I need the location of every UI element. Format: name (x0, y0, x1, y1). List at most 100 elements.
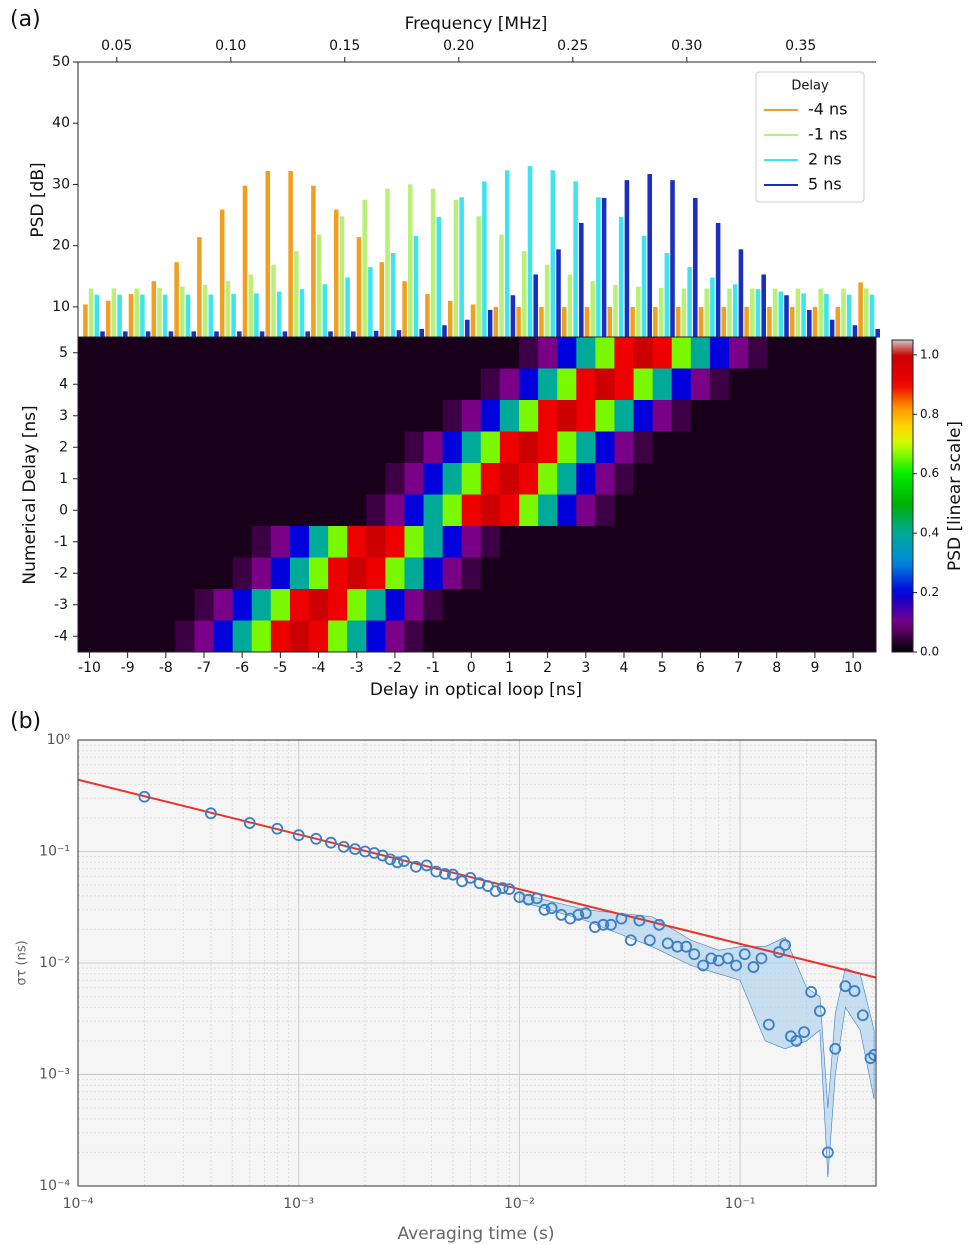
heatmap-cell (652, 557, 673, 590)
heatmap-cell (385, 431, 405, 464)
heatmap-cell (519, 494, 539, 527)
bar (482, 181, 487, 338)
data-point (572, 909, 585, 921)
data-point (790, 1035, 803, 1047)
heatmap-cell (538, 494, 558, 527)
heatmap-cell (499, 463, 520, 495)
heatmap-cell (862, 463, 876, 495)
x-tick-label: 0.20 (443, 38, 474, 54)
heatmap-cell (729, 494, 749, 527)
heatmap-cell (328, 526, 348, 558)
heatmap-cell (366, 620, 386, 652)
heatmap-cell (519, 526, 539, 558)
bar (732, 284, 738, 338)
heatmap-cell (328, 589, 348, 621)
heatmap-cell (805, 368, 825, 401)
heatmap-cell (557, 337, 577, 369)
bar (675, 306, 681, 338)
bar (351, 331, 356, 338)
y-tick-label: 10 (52, 299, 70, 315)
heatmap-cell (614, 368, 635, 401)
heatmap-cell (862, 337, 876, 369)
heatmap-cell (671, 337, 692, 369)
heatmap-cell (251, 368, 272, 401)
heatmap-cell (404, 463, 425, 495)
heatmap-cell (175, 589, 195, 621)
heatmap-cell (366, 589, 386, 621)
panel-label: (b) (10, 709, 41, 734)
heatmap-cell (538, 400, 558, 432)
heatmap-cell (557, 494, 577, 527)
bar (527, 166, 533, 338)
heatmap-cell (404, 620, 425, 652)
heatmap-cell (729, 337, 749, 369)
heatmap-cell (614, 431, 635, 464)
heatmap-cell (251, 557, 272, 590)
bar (465, 319, 470, 338)
y-tick-label: 40 (52, 115, 70, 131)
bar (436, 216, 442, 338)
bar (584, 306, 590, 338)
y-tick-label: 2 (59, 439, 68, 455)
heatmap-cell (442, 463, 463, 495)
heatmap-cell (824, 557, 845, 590)
heatmap-cell (118, 463, 138, 495)
heatmap-cell (461, 557, 482, 590)
heatmap-cell (423, 431, 444, 464)
heatmap-cell (213, 620, 234, 652)
heatmap-cell (480, 337, 501, 369)
heatmap-cell (633, 557, 654, 590)
data-point (643, 934, 656, 947)
heatmap-cell (576, 526, 596, 558)
plot-area (78, 778, 876, 1178)
heatmap-cell (175, 557, 195, 590)
x-tick-label: -8 (159, 660, 173, 676)
x-tick-label: 10⁻³ (283, 1196, 314, 1212)
heatmap-cell (843, 431, 864, 464)
heatmap-cell (79, 368, 100, 401)
heatmap-cell (79, 620, 100, 652)
heatmap-cell (156, 463, 176, 495)
heatmap-cell (289, 400, 310, 432)
heatmap-cell (404, 368, 425, 401)
heatmap-cell (309, 400, 329, 432)
heatmap-cell (843, 526, 864, 558)
data-point (447, 868, 459, 881)
panel-label: (a) (10, 7, 41, 32)
heatmap-cell (709, 337, 730, 369)
data-point (798, 1026, 810, 1039)
y-tick-label: 20 (52, 238, 70, 254)
heatmap-cell (671, 557, 692, 590)
heatmap-cell (767, 494, 787, 527)
bar (430, 188, 436, 338)
heatmap-cell (843, 400, 864, 432)
heatmap-cell (748, 620, 768, 652)
heatmap-cell (137, 431, 157, 464)
heatmap-cell (576, 463, 596, 495)
bar (636, 286, 641, 338)
heatmap-cell (194, 337, 215, 369)
bar (208, 294, 214, 338)
y-tick-label: 50 (52, 54, 70, 70)
heatmap-cell (423, 368, 444, 401)
heatmap-cell (118, 337, 138, 369)
heatmap-cell (519, 337, 539, 369)
data-point (813, 1005, 826, 1018)
heatmap-cell (480, 620, 501, 652)
heatmap-cell (633, 337, 654, 369)
x-tick-label: 0.25 (557, 38, 588, 54)
heatmap-cell (824, 526, 845, 558)
heatmap-cell (156, 400, 176, 432)
heatmap-cell (442, 337, 463, 369)
heatmap-cell (614, 526, 635, 558)
heatmap-cell (423, 494, 444, 527)
heatmap-cell (862, 400, 876, 432)
heatmap-cell (748, 526, 768, 558)
heatmap-cell (862, 557, 876, 590)
heatmap-cell (309, 463, 329, 495)
heatmap-cell (289, 463, 310, 495)
heatmap-cell (480, 431, 501, 464)
heatmap-cell (805, 620, 825, 652)
x-tick-label: 0.15 (329, 38, 360, 54)
